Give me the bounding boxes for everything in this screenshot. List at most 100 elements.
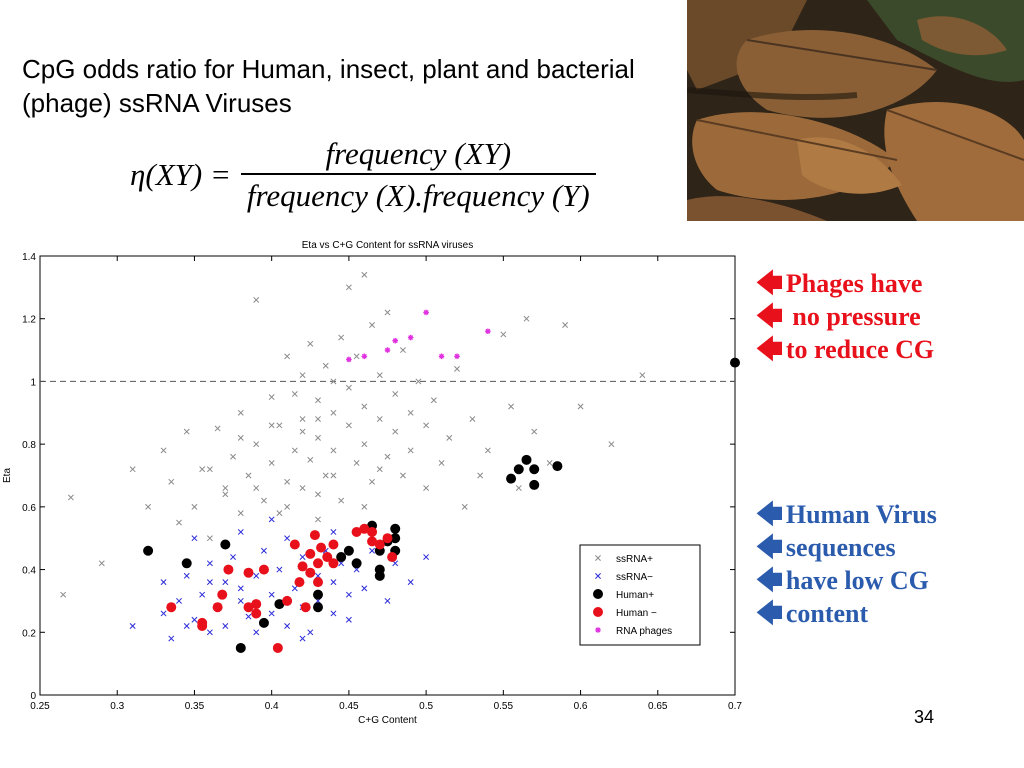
- point-ssrna: [330, 409, 337, 416]
- point-human: [322, 552, 333, 563]
- point-human: [289, 539, 300, 550]
- y-tick-label: 0: [30, 691, 36, 702]
- annotation-text: Phages have: [785, 269, 923, 298]
- point-ssrna: [284, 478, 291, 485]
- point-ssrna: [307, 340, 314, 347]
- x-tick-label: 0.3: [110, 701, 124, 712]
- point-ssrna: [245, 613, 252, 620]
- point-ssrna: [245, 472, 252, 479]
- point-ssrna: [546, 460, 553, 466]
- point-human: [243, 567, 254, 578]
- point-ssrna: [330, 472, 337, 479]
- annotation-line: 🡄 to reduce CG: [756, 333, 934, 366]
- point-ssrna: [260, 497, 267, 504]
- y-tick-label: 1.4: [22, 252, 36, 263]
- point-ssrna: [206, 466, 213, 473]
- point-ssrna: [160, 447, 167, 454]
- point-ssrna: [191, 616, 198, 623]
- point-ssrna: [191, 503, 198, 510]
- point-ssrna: [237, 510, 244, 517]
- point-ssrna: [183, 572, 190, 579]
- point-ssrna: [237, 585, 244, 592]
- point-human: [143, 545, 154, 556]
- point-ssrna: [376, 372, 383, 379]
- annotation-line: 🡄 Human Virus: [756, 498, 937, 531]
- annotation-line: 🡄 have low CG: [756, 564, 937, 597]
- left-arrow-icon: 🡄: [756, 269, 783, 298]
- point-human: [351, 558, 362, 569]
- point-ssrna: [199, 466, 206, 473]
- x-tick-label: 0.65: [648, 701, 668, 712]
- point-human: [300, 602, 311, 613]
- legend-label: Human+: [616, 590, 654, 601]
- point-ssrna: [423, 422, 430, 429]
- point-ssrna: [639, 372, 646, 379]
- point-ssrna: [268, 610, 275, 617]
- point-human: [243, 602, 254, 613]
- slide-title: CpG odds ratio for Human, insect, plant …: [22, 54, 635, 118]
- point-ssrna: [430, 397, 437, 404]
- annotation-text: sequences: [785, 533, 896, 562]
- chart-title: Eta vs C+G Content for ssRNA viruses: [302, 240, 473, 251]
- point-ssrna: [531, 428, 538, 435]
- point-human: [529, 464, 540, 475]
- point-human: [258, 564, 269, 575]
- point-ssrna: [315, 516, 321, 523]
- legend-marker: [595, 555, 601, 561]
- point-human: [387, 552, 398, 563]
- point-ssrna: [183, 428, 190, 435]
- point-human: [328, 539, 339, 550]
- point-ssrna: [299, 554, 306, 560]
- point-human: [166, 602, 177, 613]
- point-ssrna: [407, 447, 414, 454]
- point-human: [181, 558, 192, 569]
- point-ssrna: [276, 422, 283, 429]
- point-ssrna: [345, 284, 352, 291]
- point-ssrna: [322, 362, 329, 369]
- point-human: [521, 454, 532, 465]
- point-ssrna: [384, 453, 391, 460]
- point-ssrna: [392, 391, 399, 397]
- point-human: [212, 602, 223, 613]
- point-human: [374, 539, 385, 550]
- point-ssrna: [299, 416, 306, 423]
- point-ssrna: [315, 397, 321, 404]
- legend-marker: [593, 607, 603, 617]
- point-ssrna: [423, 485, 430, 491]
- point-human: [359, 523, 370, 534]
- point-ssrna: [345, 422, 352, 429]
- point-ssrna: [484, 447, 491, 454]
- fraction-bar: [240, 173, 596, 175]
- annotation-text: have low CG: [785, 566, 929, 595]
- point-ssrna: [307, 456, 314, 463]
- legend-marker: [595, 627, 601, 633]
- point-rna-phages: [485, 328, 491, 335]
- x-tick-label: 0.5: [419, 701, 433, 712]
- legend-marker: [595, 573, 601, 579]
- point-ssrna: [523, 315, 530, 322]
- point-ssrna: [237, 597, 244, 604]
- point-ssrna: [315, 491, 321, 498]
- annotation-line: 🡄 content: [756, 597, 937, 630]
- point-human: [235, 642, 246, 653]
- point-ssrna: [307, 629, 314, 636]
- point-human: [374, 570, 385, 581]
- point-human: [297, 561, 308, 572]
- point-ssrna: [399, 347, 406, 354]
- point-ssrna: [345, 384, 352, 391]
- point-rna-phages: [384, 347, 391, 353]
- point-ssrna: [268, 516, 275, 523]
- left-arrow-icon: 🡄: [756, 500, 783, 529]
- point-ssrna: [361, 585, 368, 592]
- point-ssrna: [206, 535, 213, 542]
- point-ssrna: [222, 491, 229, 498]
- point-ssrna: [206, 579, 213, 586]
- point-ssrna: [268, 422, 275, 429]
- point-ssrna: [176, 519, 182, 526]
- left-arrow-icon: 🡄: [756, 599, 783, 628]
- x-tick-label: 0.45: [339, 701, 359, 712]
- point-ssrna: [237, 528, 244, 535]
- point-ssrna: [253, 572, 260, 579]
- point-ssrna: [284, 623, 291, 629]
- point-ssrna: [407, 409, 414, 416]
